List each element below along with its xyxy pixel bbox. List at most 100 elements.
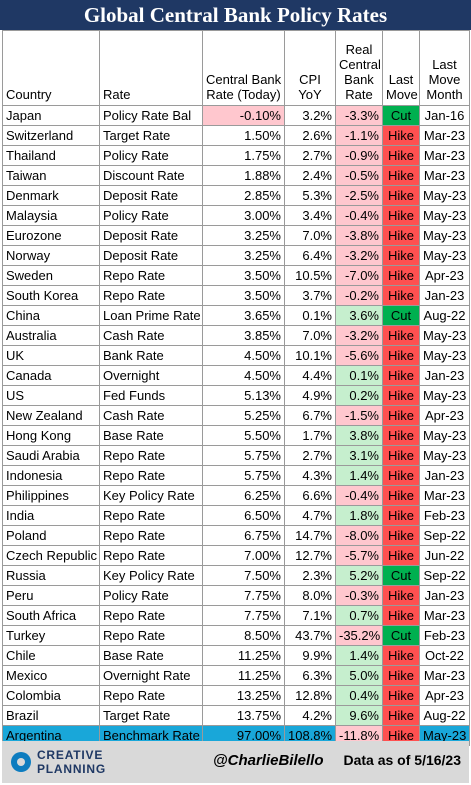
cell-real-rate: -5.6% [335, 345, 383, 366]
cell-country: Indonesia [2, 465, 100, 486]
table-row: Indonesia Repo Rate 5.75% 4.3% 1.4% Hike Jan-2… [2, 465, 470, 486]
cell-real-rate: 9.6% [335, 705, 383, 726]
central-bank-rates-table: Country Rate Central Bank Rate (Today) CP… [2, 30, 470, 746]
cell-cpi: 1.7% [284, 425, 336, 446]
cell-real-rate: -0.3% [335, 585, 383, 606]
cell-rate-name: Overnight Rate [99, 665, 203, 686]
cell-country: India [2, 505, 100, 526]
cell-cpi: 7.0% [284, 325, 336, 346]
cell-cpi: 12.7% [284, 545, 336, 566]
cell-rate-name: Benchmark Rate [99, 725, 203, 746]
cell-last-move: Hike [382, 145, 420, 166]
cell-last-move: Hike [382, 705, 420, 726]
author-handle: @CharlieBilello [213, 752, 324, 769]
cell-rate-name: Repo Rate [99, 685, 203, 706]
cell-central-bank-rate: 11.25% [202, 665, 285, 686]
cell-country: New Zealand [2, 405, 100, 426]
table-row: Malaysia Policy Rate 3.00% 3.4% -0.4% Hike May… [2, 205, 470, 226]
table-row: UK Bank Rate 4.50% 10.1% -5.6% Hike May-23 [2, 345, 470, 366]
table-row: Mexico Overnight Rate 11.25% 6.3% 5.0% Hike Ma… [2, 665, 470, 686]
cell-real-rate: 1.4% [335, 645, 383, 666]
cell-last-move: Hike [382, 185, 420, 206]
table-row: Switzerland Target Rate 1.50% 2.6% -1.1% Hike… [2, 125, 470, 146]
cell-last-move: Cut [382, 565, 420, 586]
cell-real-rate: -11.8% [335, 725, 383, 746]
header-row: Country Rate Central Bank Rate (Today) CP… [2, 30, 470, 106]
cell-rate-name: Key Policy Rate [99, 485, 203, 506]
cell-central-bank-rate: 4.50% [202, 365, 285, 386]
cell-country: Hong Kong [2, 425, 100, 446]
cell-real-rate: -3.3% [335, 105, 383, 126]
cell-last-move: Hike [382, 405, 420, 426]
cell-real-rate: 0.2% [335, 385, 383, 406]
cell-country: Czech Republic [2, 545, 100, 566]
cell-cpi: 8.0% [284, 585, 336, 606]
cell-cpi: 7.1% [284, 605, 336, 626]
cell-country: UK [2, 345, 100, 366]
cell-country: Taiwan [2, 165, 100, 186]
cell-cpi: 4.4% [284, 365, 336, 386]
cell-country: Saudi Arabia [2, 445, 100, 466]
cell-last-move-month: Apr-23 [419, 685, 470, 706]
cell-last-move-month: May-23 [419, 245, 470, 266]
cell-last-move: Hike [382, 285, 420, 306]
table-row: China Loan Prime Rate 3.65% 0.1% 3.6% Cut Aug-… [2, 305, 470, 326]
cell-last-move-month: Mar-23 [419, 605, 470, 626]
cell-cpi: 7.0% [284, 225, 336, 246]
cell-cpi: 10.5% [284, 265, 336, 286]
cell-real-rate: -3.8% [335, 225, 383, 246]
cell-rate-name: Overnight [99, 365, 203, 386]
cell-country: Russia [2, 565, 100, 586]
cell-real-rate: -3.2% [335, 245, 383, 266]
cell-last-move-month: Jun-22 [419, 545, 470, 566]
cell-cpi: 0.1% [284, 305, 336, 326]
table-row: South Korea Repo Rate 3.50% 3.7% -0.2% Hike Ja… [2, 285, 470, 306]
cell-last-move: Hike [382, 345, 420, 366]
cell-central-bank-rate: 97.00% [202, 725, 285, 746]
table-row: Hong Kong Base Rate 5.50% 1.7% 3.8% Hike May-2… [2, 425, 470, 446]
cell-central-bank-rate: 3.50% [202, 265, 285, 286]
cell-cpi: 2.4% [284, 165, 336, 186]
cell-rate-name: Base Rate [99, 425, 203, 446]
table-row: Turkey Repo Rate 8.50% 43.7% -35.2% Cut Feb-23 [2, 625, 470, 646]
cell-rate-name: Policy Rate [99, 585, 203, 606]
cell-country: Brazil [2, 705, 100, 726]
cell-last-move: Hike [382, 265, 420, 286]
cell-rate-name: Policy Rate [99, 145, 203, 166]
cell-rate-name: Repo Rate [99, 625, 203, 646]
cell-cpi: 4.2% [284, 705, 336, 726]
table-row: Norway Deposit Rate 3.25% 6.4% -3.2% Hike May-… [2, 245, 470, 266]
cell-real-rate: 5.0% [335, 665, 383, 686]
cell-cpi: 9.9% [284, 645, 336, 666]
cell-last-move-month: May-23 [419, 185, 470, 206]
cell-rate-name: Repo Rate [99, 505, 203, 526]
table-row: Poland Repo Rate 6.75% 14.7% -8.0% Hike Sep-22 [2, 525, 470, 546]
cell-last-move: Hike [382, 425, 420, 446]
cell-country: Australia [2, 325, 100, 346]
cell-last-move: Hike [382, 125, 420, 146]
table-row: Peru Policy Rate 7.75% 8.0% -0.3% Hike Jan-23 [2, 585, 470, 606]
cell-last-move-month: Jan-23 [419, 365, 470, 386]
table-row: Russia Key Policy Rate 7.50% 2.3% 5.2% Cut Sep… [2, 565, 470, 586]
cell-last-move-month: Jan-23 [419, 585, 470, 606]
cell-country: Norway [2, 245, 100, 266]
header-last-move-month: Last Move Month [419, 30, 470, 106]
cell-central-bank-rate: 13.75% [202, 705, 285, 726]
cell-real-rate: 1.8% [335, 505, 383, 526]
table-row: Eurozone Deposit Rate 3.25% 7.0% -3.8% Hike Ma… [2, 225, 470, 246]
cell-real-rate: -0.4% [335, 205, 383, 226]
cell-last-move: Hike [382, 645, 420, 666]
cell-central-bank-rate: 3.25% [202, 245, 285, 266]
cell-rate-name: Bank Rate [99, 345, 203, 366]
cell-rate-name: Target Rate [99, 705, 203, 726]
cell-last-move: Hike [382, 325, 420, 346]
creative-planning-logo: CREATIVE PLANNING [11, 748, 176, 776]
cell-central-bank-rate: 2.85% [202, 185, 285, 206]
cell-real-rate: 3.8% [335, 425, 383, 446]
data-as-of: Data as of 5/16/23 [343, 752, 461, 768]
cell-last-move-month: Aug-22 [419, 305, 470, 326]
cell-cpi: 10.1% [284, 345, 336, 366]
cell-rate-name: Loan Prime Rate [99, 305, 203, 326]
cell-cpi: 3.7% [284, 285, 336, 306]
cell-rate-name: Fed Funds [99, 385, 203, 406]
